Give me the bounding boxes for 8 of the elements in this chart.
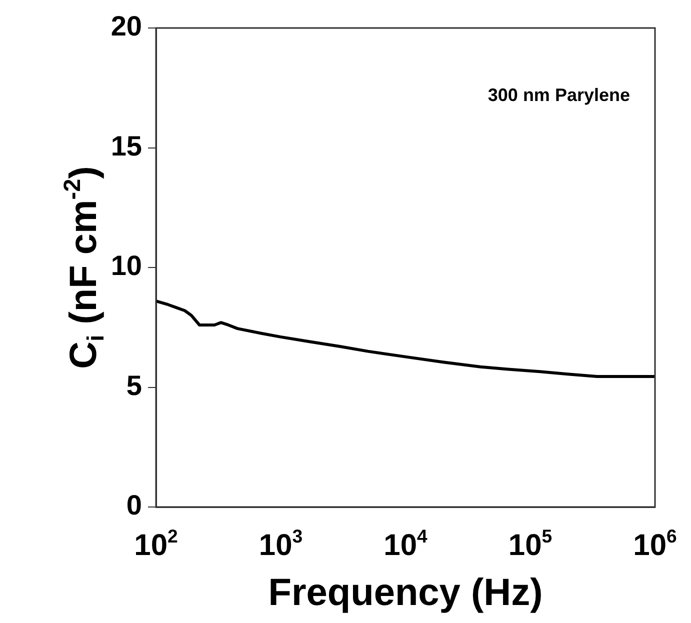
y-tick-label: 5 bbox=[126, 370, 142, 401]
y-tick-label: 20 bbox=[110, 10, 142, 42]
y-tick-label: 15 bbox=[110, 130, 142, 162]
y-tick-label: 0 bbox=[126, 490, 142, 521]
y-tick-label: 10 bbox=[110, 250, 142, 282]
x-axis-title: Frequency (Hz) bbox=[268, 572, 543, 614]
annotation: 300 nm Parylene bbox=[488, 84, 630, 105]
y-axis-title: Ci (nF cm-2) bbox=[59, 166, 109, 369]
